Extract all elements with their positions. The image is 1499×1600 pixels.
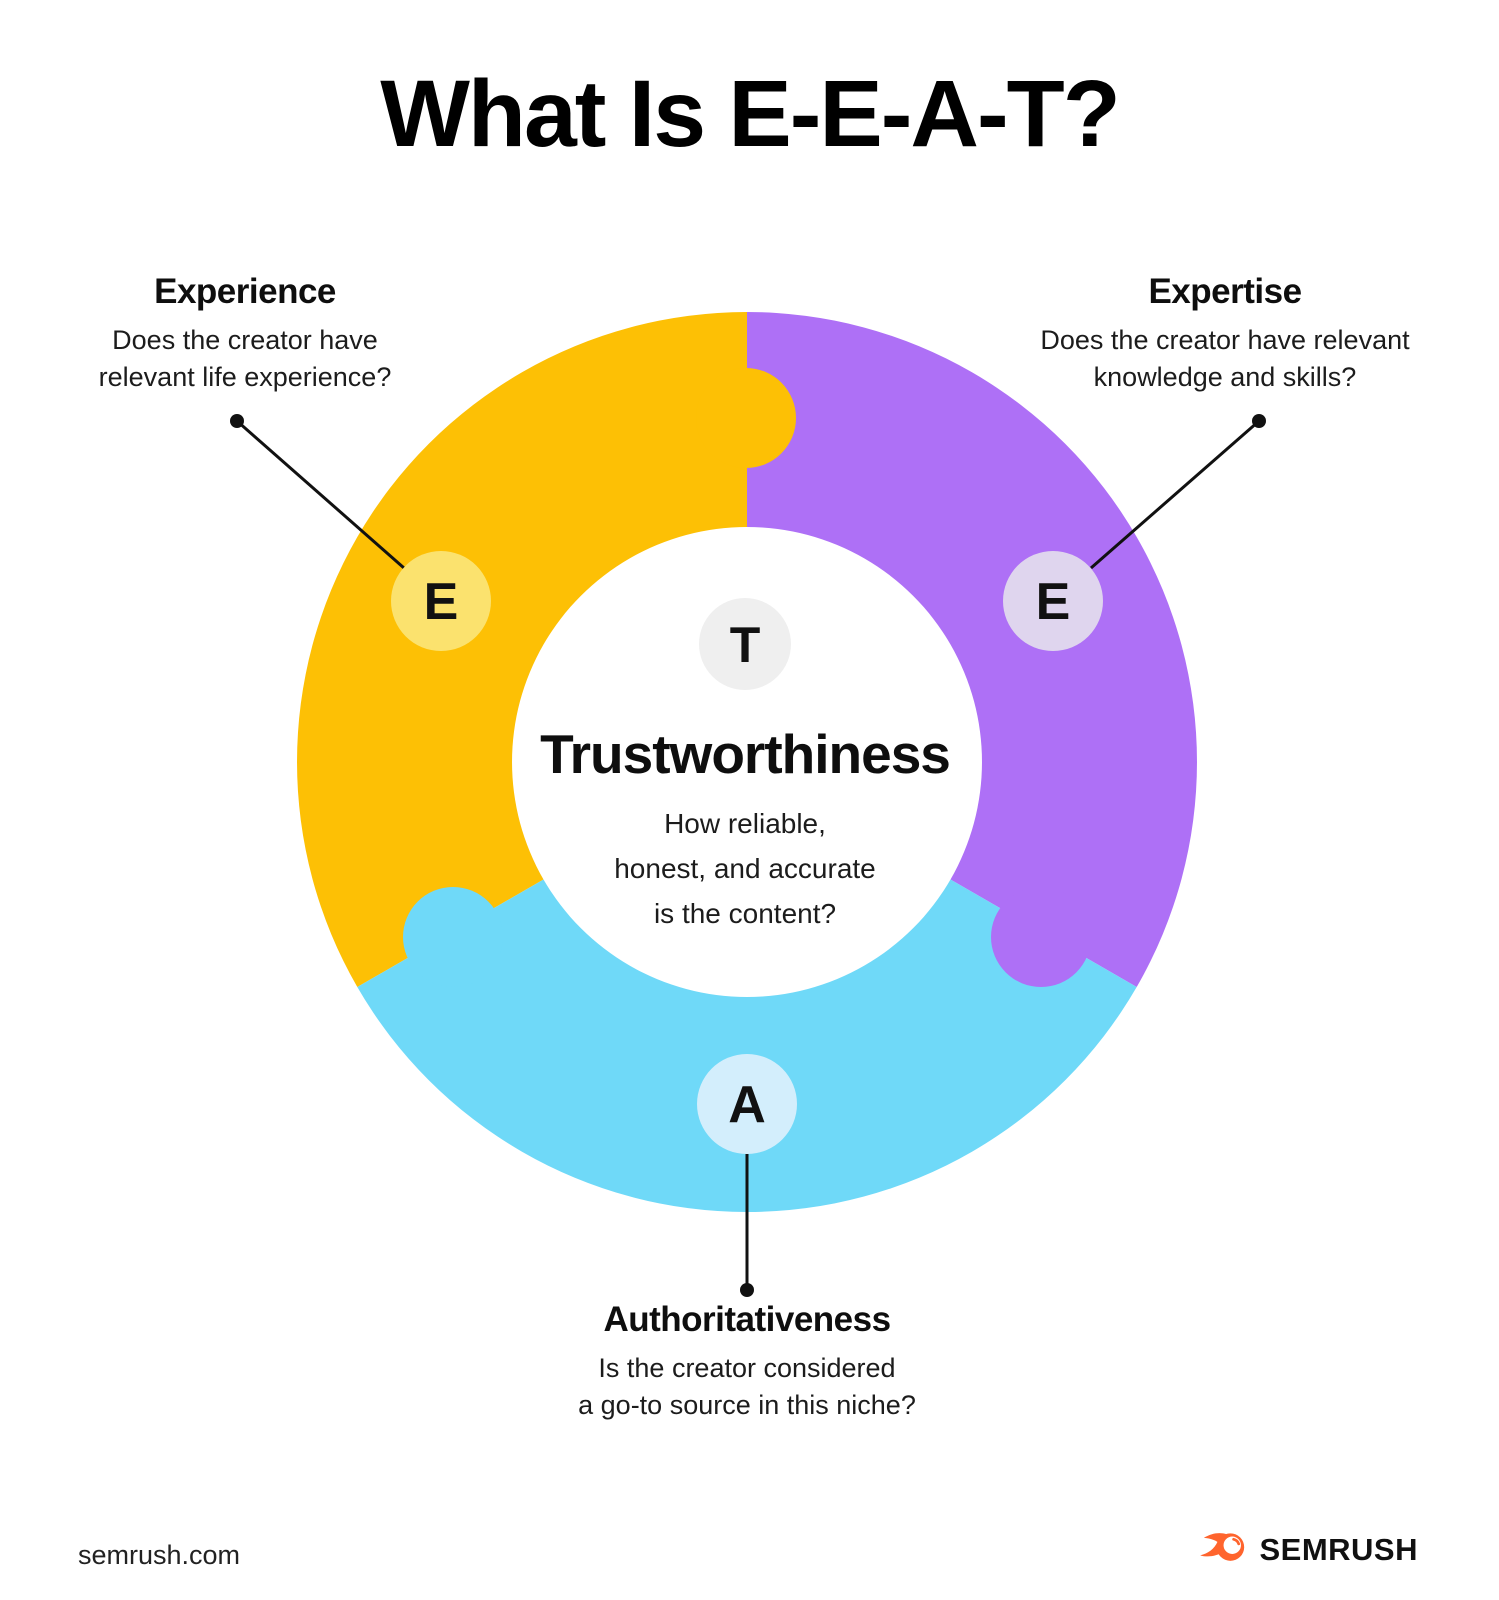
badge-letter-experience: E [423, 573, 459, 631]
expertise-desc-line1: Does the creator have relevant [1040, 325, 1410, 355]
center-trustworthiness-block: Trustworthiness How reliable, honest, an… [465, 722, 1025, 936]
puzzle-knob-blue [403, 887, 503, 987]
segment-expertise-shape [747, 312, 1197, 987]
segment-authoritativeness-shape [357, 879, 1137, 1212]
badge-letter-expertise: E [1035, 573, 1071, 631]
expertise-label-block: Expertise Does the creator have relevant… [1005, 272, 1445, 397]
page-title: What Is E-E-A-T? [380, 61, 1120, 167]
puzzle-knob-purple [991, 887, 1091, 987]
connector-dot-experience [230, 414, 244, 428]
experience-desc-line2: relevant life experience? [98, 362, 392, 393]
badge-circle-experience [391, 551, 491, 651]
expertise-heading: Expertise [1148, 272, 1302, 311]
trustworthiness-desc-line2: honest, and accurate [614, 852, 876, 884]
authoritativeness-desc-line1: Is the creator considered [598, 1353, 896, 1383]
expertise-desc-line2: knowledge and skills? [1093, 362, 1357, 393]
authoritativeness-label-block: Authoritativeness Is the creator conside… [527, 1300, 967, 1425]
experience-desc-line1: Does the creator have [112, 325, 378, 355]
experience-description: Does the creator have relevant life expe… [45, 322, 445, 397]
expertise-description: Does the creator have relevant knowledge… [1005, 322, 1445, 397]
badge-circle-expertise [1003, 551, 1103, 651]
puzzle-knob-yellow [696, 368, 796, 468]
authoritativeness-desc-line2: a go-to source in this niche? [578, 1390, 916, 1421]
badge-circle-authoritativeness [697, 1054, 797, 1154]
semrush-logo-text: SEMRUSH [1259, 1532, 1418, 1567]
trustworthiness-heading: Trustworthiness [540, 723, 951, 785]
experience-label-block: Experience Does the creator have relevan… [45, 272, 445, 397]
authoritativeness-heading: Authoritativeness [603, 1300, 891, 1339]
flame-ball-highlight [1232, 1537, 1241, 1546]
connector-dot-expertise [1252, 414, 1266, 428]
trustworthiness-desc-line1: How reliable, [664, 808, 826, 839]
experience-heading: Experience [154, 272, 336, 311]
footer-website-text: semrush.com [78, 1540, 241, 1570]
trustworthiness-desc-line3: is the content? [653, 897, 837, 929]
badge-letter-authoritativeness: A [728, 1076, 766, 1134]
connector-line-experience [236, 419, 405, 570]
connector-line-expertise [1090, 419, 1260, 570]
trustworthiness-description: How reliable, honest, and accurate is th… [465, 802, 1025, 936]
semrush-flame-icon [1200, 1533, 1245, 1561]
segment-experience-shape [297, 312, 747, 987]
badge-circle-trust [699, 598, 791, 690]
flame-ball-inner [1224, 1536, 1242, 1554]
connector-dot-authoritativeness [740, 1283, 754, 1297]
semrush-logo: SEMRUSH [1198, 1526, 1418, 1570]
authoritativeness-description: Is the creator considered a go-to source… [527, 1350, 967, 1425]
badge-letter-trust: T [729, 617, 761, 673]
